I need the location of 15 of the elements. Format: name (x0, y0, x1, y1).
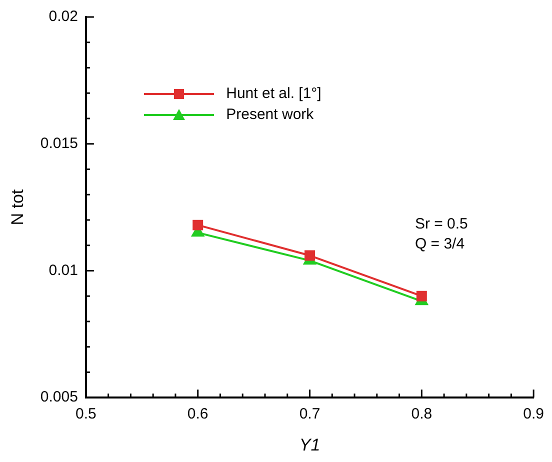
x-tick-label: 0.7 (299, 406, 320, 423)
y-tick-label: 0.005 (40, 388, 78, 406)
annotation: Q = 3/4 (414, 236, 465, 253)
y-tick-label: 0.015 (40, 135, 78, 152)
legend-label: Hunt et al. [1°] (226, 85, 322, 102)
x-tick-label: 0.5 (76, 406, 96, 423)
legend-label: Present work (226, 106, 314, 124)
x-tick-label: 0.9 (523, 406, 544, 423)
y-tick-label: 0.02 (48, 8, 78, 26)
y-tick-label: 0.01 (48, 262, 78, 279)
annotation: Sr = 0.5 (414, 216, 468, 233)
x-tick-label: 0.8 (411, 406, 432, 423)
x-tick-label: 0.6 (187, 406, 208, 423)
y-axis-title: N tot (8, 189, 27, 226)
x-axis-title: Y1 (299, 436, 320, 455)
